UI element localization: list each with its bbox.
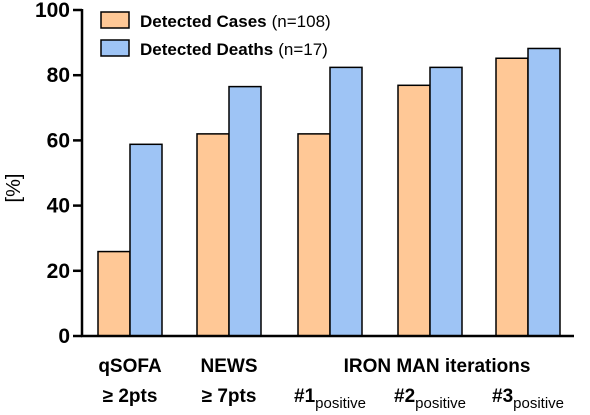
category-label-main: #3 xyxy=(492,386,513,407)
group-label: IRON MAN iterations xyxy=(344,356,531,377)
bar-cases-4 xyxy=(495,57,529,337)
y-tick-label: 100 xyxy=(35,0,70,22)
category-label-subscript: positive xyxy=(315,395,366,412)
axes xyxy=(80,9,574,338)
category-label-subscript: positive xyxy=(415,395,466,412)
legend-series-note: (n=17) xyxy=(278,40,328,59)
bar-deaths-3 xyxy=(429,66,463,337)
category-label-line2: #3positive xyxy=(492,386,564,412)
category-label-main: ≥ 7pts xyxy=(202,386,257,407)
bar-cases-3 xyxy=(397,84,431,337)
bar-deaths-0 xyxy=(129,143,163,337)
legend-series-name: Detected Deaths xyxy=(140,40,273,59)
category-label-line2: ≥ 2pts xyxy=(103,386,158,407)
category-label-line1: qSOFA xyxy=(98,356,162,377)
y-tick-label: 40 xyxy=(47,195,70,218)
bar-cases-2 xyxy=(297,133,331,337)
legend-label-0: Detected Cases (n=108) xyxy=(140,12,331,31)
bar-deaths-1 xyxy=(228,85,262,337)
y-axis-title: [%] xyxy=(3,174,25,203)
y-tick-label: 0 xyxy=(58,325,70,348)
category-label-line2: #2positive xyxy=(394,386,466,412)
y-tick-label: 60 xyxy=(47,129,70,152)
legend: Detected Cases (n=108) Detected Deaths (n=1… xyxy=(100,11,331,59)
legend-label-1: Detected Deaths (n=17) xyxy=(140,40,328,59)
category-label-line2: #1positive xyxy=(294,386,366,412)
bar-cases-0 xyxy=(97,250,131,337)
category-label-subscript: positive xyxy=(513,395,564,412)
legend-series-name: Detected Cases xyxy=(140,12,267,31)
y-tick-label: 20 xyxy=(47,260,70,283)
legend-series-note: (n=108) xyxy=(272,12,331,31)
bar-cases-1 xyxy=(196,133,230,337)
category-label-line2: ≥ 7pts xyxy=(202,386,257,407)
bar-deaths-4 xyxy=(527,47,561,337)
legend-swatch-1 xyxy=(100,39,130,57)
category-label-line1: NEWS xyxy=(201,356,258,377)
bars xyxy=(97,47,561,337)
legend-swatch-0 xyxy=(100,11,130,29)
y-axis-ticks: 0 20 40 60 80 100 xyxy=(35,0,82,348)
bar-deaths-2 xyxy=(329,66,363,337)
category-label-main: ≥ 2pts xyxy=(103,386,158,407)
category-label-main: #1 xyxy=(294,386,316,407)
category-label-main: #2 xyxy=(394,386,415,407)
y-tick-label: 80 xyxy=(47,64,70,87)
